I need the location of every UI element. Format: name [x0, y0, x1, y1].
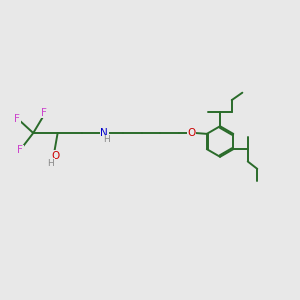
- Text: F: F: [14, 114, 20, 124]
- Text: N: N: [100, 128, 108, 138]
- Text: O: O: [187, 128, 196, 138]
- Text: H: H: [47, 159, 54, 168]
- Text: H: H: [103, 135, 110, 144]
- Text: F: F: [17, 146, 23, 155]
- Text: O: O: [51, 151, 59, 161]
- Text: F: F: [41, 108, 47, 118]
